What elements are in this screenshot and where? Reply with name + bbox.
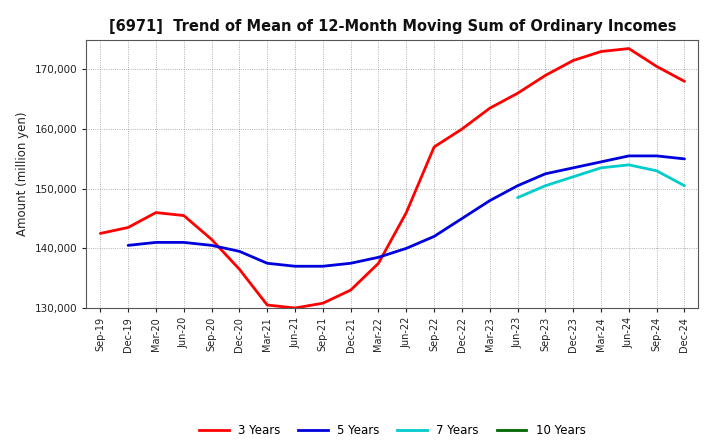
5 Years: [513, 183, 522, 188]
Legend: 3 Years, 5 Years, 7 Years, 10 Years: 3 Years, 5 Years, 7 Years, 10 Years: [194, 419, 590, 440]
3 Years: [485, 106, 494, 111]
3 Years: [652, 64, 661, 69]
3 Years: [263, 302, 271, 308]
7 Years: [597, 165, 606, 170]
5 Years: [318, 264, 327, 269]
3 Years: [597, 49, 606, 54]
5 Years: [624, 153, 633, 158]
Y-axis label: Amount (million yen): Amount (million yen): [16, 112, 30, 236]
5 Years: [402, 246, 410, 251]
3 Years: [541, 73, 550, 78]
5 Years: [652, 153, 661, 158]
Line: 5 Years: 5 Years: [128, 156, 685, 266]
5 Years: [152, 240, 161, 245]
3 Years: [430, 144, 438, 150]
7 Years: [680, 183, 689, 188]
3 Years: [207, 237, 216, 242]
3 Years: [513, 91, 522, 96]
7 Years: [541, 183, 550, 188]
5 Years: [374, 255, 383, 260]
5 Years: [569, 165, 577, 170]
7 Years: [624, 162, 633, 168]
7 Years: [652, 168, 661, 173]
3 Years: [96, 231, 104, 236]
5 Years: [124, 243, 132, 248]
Line: 7 Years: 7 Years: [518, 165, 685, 198]
7 Years: [569, 174, 577, 180]
5 Years: [485, 198, 494, 203]
7 Years: [513, 195, 522, 200]
3 Years: [235, 267, 243, 272]
5 Years: [541, 171, 550, 176]
3 Years: [374, 260, 383, 266]
3 Years: [569, 58, 577, 63]
5 Years: [235, 249, 243, 254]
5 Years: [458, 216, 467, 221]
3 Years: [624, 46, 633, 51]
5 Years: [597, 159, 606, 165]
3 Years: [291, 305, 300, 311]
Line: 3 Years: 3 Years: [100, 48, 685, 308]
5 Years: [680, 156, 689, 161]
3 Years: [458, 126, 467, 132]
3 Years: [124, 225, 132, 230]
5 Years: [291, 264, 300, 269]
3 Years: [152, 210, 161, 215]
3 Years: [346, 287, 355, 293]
3 Years: [680, 79, 689, 84]
5 Years: [207, 243, 216, 248]
5 Years: [179, 240, 188, 245]
Title: [6971]  Trend of Mean of 12-Month Moving Sum of Ordinary Incomes: [6971] Trend of Mean of 12-Month Moving …: [109, 19, 676, 34]
3 Years: [179, 213, 188, 218]
3 Years: [402, 210, 410, 215]
5 Years: [263, 260, 271, 266]
5 Years: [430, 234, 438, 239]
5 Years: [346, 260, 355, 266]
3 Years: [318, 301, 327, 306]
